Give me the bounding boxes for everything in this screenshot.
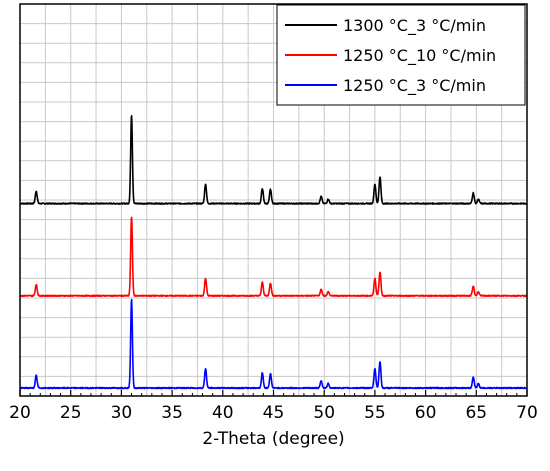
series-layer (19, 114, 528, 390)
x-axis-title: 2-Theta (degree) (202, 429, 344, 449)
x-tick-label: 70 (516, 403, 538, 423)
x-tick-label: 25 (60, 403, 82, 423)
x-tick-label: 20 (9, 403, 31, 423)
x-tick-label: 50 (313, 403, 335, 423)
x-tick-label: 55 (364, 403, 386, 423)
series-line-2 (19, 298, 528, 390)
legend-label-2: 1250 °C_3 °C/min (343, 76, 486, 96)
legend: 1300 °C_3 °C/min 1250 °C_10 °C/min 1250 °C… (276, 4, 526, 106)
x-tick-label: 65 (465, 403, 487, 423)
x-ticks: 20 25 30 35 40 45 50 55 60 65 70 (9, 390, 538, 423)
series-line-1 (19, 216, 528, 298)
x-tick-label: 45 (263, 403, 285, 423)
x-tick-label: 60 (415, 403, 437, 423)
x-tick-label: 35 (161, 403, 183, 423)
legend-label-1: 1250 °C_10 °C/min (343, 46, 496, 66)
x-tick-label: 30 (111, 403, 133, 423)
x-tick-label: 40 (212, 403, 234, 423)
series-line-0 (19, 114, 528, 205)
legend-label-0: 1300 °C_3 °C/min (343, 16, 486, 36)
